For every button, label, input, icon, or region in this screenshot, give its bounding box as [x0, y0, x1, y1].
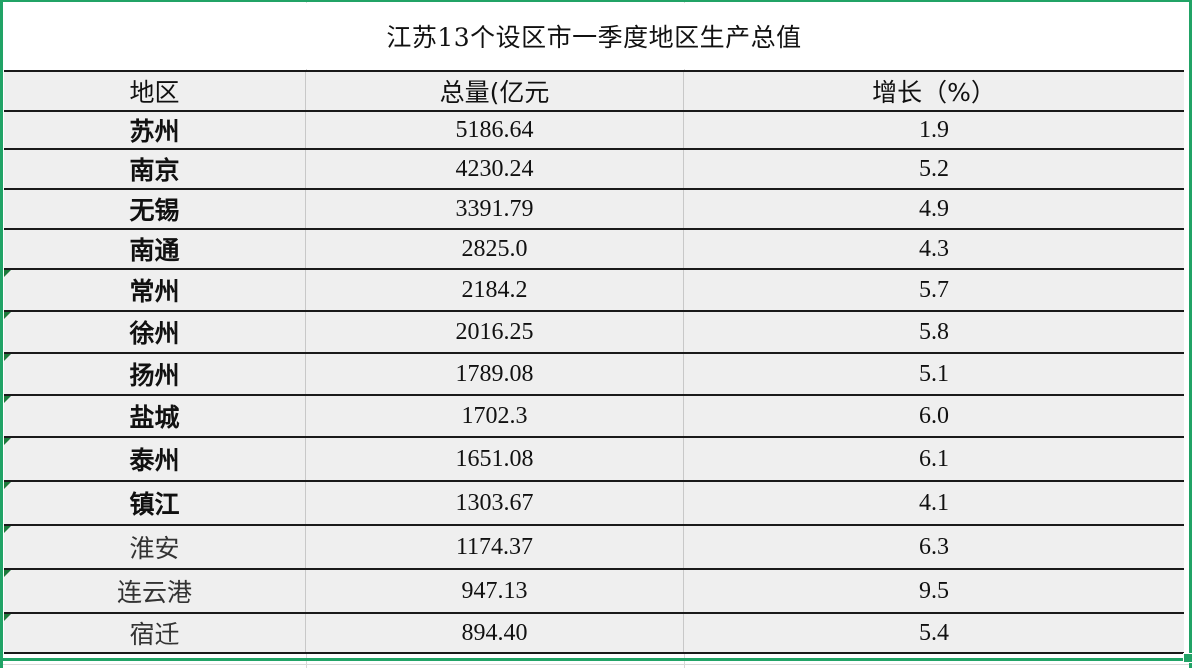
table-row: 泰州 1651.08 6.1 [4, 438, 1184, 482]
table-row: 无锡 3391.79 4.9 [4, 190, 1184, 230]
cell-region[interactable]: 扬州 [4, 354, 306, 394]
cell-growth[interactable]: 5.1 [919, 360, 949, 387]
cell-total[interactable]: 1174.37 [306, 526, 684, 568]
error-indicator-icon [4, 526, 11, 533]
table-row: 宿迁 894.40 5.4 [4, 614, 1184, 654]
table-row: 徐州 2016.25 5.8 [4, 312, 1184, 354]
cell-growth[interactable]: 5.8 [919, 318, 949, 345]
cell-total[interactable]: 947.13 [306, 570, 684, 612]
cell-total[interactable]: 2184.2 [306, 270, 684, 310]
error-indicator-icon [4, 438, 11, 445]
grid-line [0, 664, 1192, 665]
header-total[interactable]: 总量(亿元 [306, 72, 684, 110]
cell-growth[interactable]: 5.2 [919, 155, 949, 182]
cell-growth[interactable]: 9.5 [919, 577, 949, 604]
cell-total[interactable]: 1702.3 [306, 396, 684, 436]
error-indicator-icon [4, 354, 11, 361]
cell-total[interactable]: 2016.25 [306, 312, 684, 352]
cell-total[interactable]: 1651.08 [306, 438, 684, 480]
cell-total[interactable]: 1789.08 [306, 354, 684, 394]
cell-growth[interactable]: 1.9 [919, 116, 949, 143]
header-row: 地区 总量(亿元 增长（%） [4, 72, 1184, 112]
cell-total[interactable]: 5186.64 [306, 112, 684, 148]
error-indicator-icon [4, 312, 11, 319]
cell-growth[interactable]: 5.4 [919, 619, 949, 646]
cell-growth[interactable]: 6.0 [919, 402, 949, 429]
table-row: 扬州 1789.08 5.1 [4, 354, 1184, 396]
header-growth[interactable]: 增长（%） [872, 78, 996, 107]
selection-border-top [0, 0, 1192, 2]
cell-total[interactable]: 1303.67 [306, 482, 684, 524]
cell-total[interactable]: 2825.0 [306, 230, 684, 268]
selection-border-left [0, 0, 3, 668]
table-row: 淮安 1174.37 6.3 [4, 526, 1184, 570]
table-row: 连云港 947.13 9.5 [4, 570, 1184, 614]
cell-total[interactable]: 894.40 [306, 614, 684, 652]
cell-region[interactable]: 淮安 [4, 526, 306, 568]
cell-growth[interactable]: 6.1 [919, 445, 949, 472]
table-row: 常州 2184.2 5.7 [4, 270, 1184, 312]
cell-total[interactable]: 3391.79 [306, 190, 684, 228]
cell-growth[interactable]: 5.7 [919, 276, 949, 303]
cell-region[interactable]: 徐州 [4, 312, 306, 352]
cell-growth[interactable]: 4.9 [919, 195, 949, 222]
table-row: 苏州 5186.64 1.9 [4, 112, 1184, 150]
cell-region[interactable]: 连云港 [4, 570, 306, 612]
cell-growth[interactable]: 4.3 [919, 235, 949, 262]
selection-border-right [1189, 0, 1192, 668]
cell-region[interactable]: 泰州 [4, 438, 306, 480]
error-indicator-icon [4, 270, 11, 277]
cell-region[interactable]: 镇江 [4, 482, 306, 524]
error-indicator-icon [4, 396, 11, 403]
cell-growth[interactable]: 4.1 [919, 489, 949, 516]
cell-region[interactable]: 南京 [4, 150, 306, 188]
selection-border-bottom [0, 658, 1192, 661]
table-row: 南通 2825.0 4.3 [4, 230, 1184, 270]
header-region[interactable]: 地区 [4, 72, 306, 110]
table-row: 盐城 1702.3 6.0 [4, 396, 1184, 438]
table-body: 苏州 5186.64 1.9 南京 4230.24 5.2 无锡 3391.79 4.9 南通 28… [4, 112, 1184, 654]
cell-region[interactable]: 常州 [4, 270, 306, 310]
data-table: 地区 总量(亿元 增长（%） 苏州 5186.64 1.9 南京 4230.24 5.2 无… [4, 70, 1184, 654]
cell-region[interactable]: 盐城 [4, 396, 306, 436]
error-indicator-icon [4, 570, 11, 577]
table-title[interactable]: 江苏13个设区市一季度地区生产总值 [4, 3, 1184, 69]
cell-growth[interactable]: 6.3 [919, 533, 949, 560]
error-indicator-icon [4, 482, 11, 489]
table-row: 镇江 1303.67 4.1 [4, 482, 1184, 526]
fill-handle[interactable] [1183, 653, 1192, 663]
cell-region[interactable]: 无锡 [4, 190, 306, 228]
cell-total[interactable]: 4230.24 [306, 150, 684, 188]
error-indicator-icon [4, 614, 11, 621]
table-row: 南京 4230.24 5.2 [4, 150, 1184, 190]
cell-region[interactable]: 苏州 [4, 112, 306, 148]
cell-region[interactable]: 南通 [4, 230, 306, 268]
cell-region[interactable]: 宿迁 [4, 614, 306, 652]
